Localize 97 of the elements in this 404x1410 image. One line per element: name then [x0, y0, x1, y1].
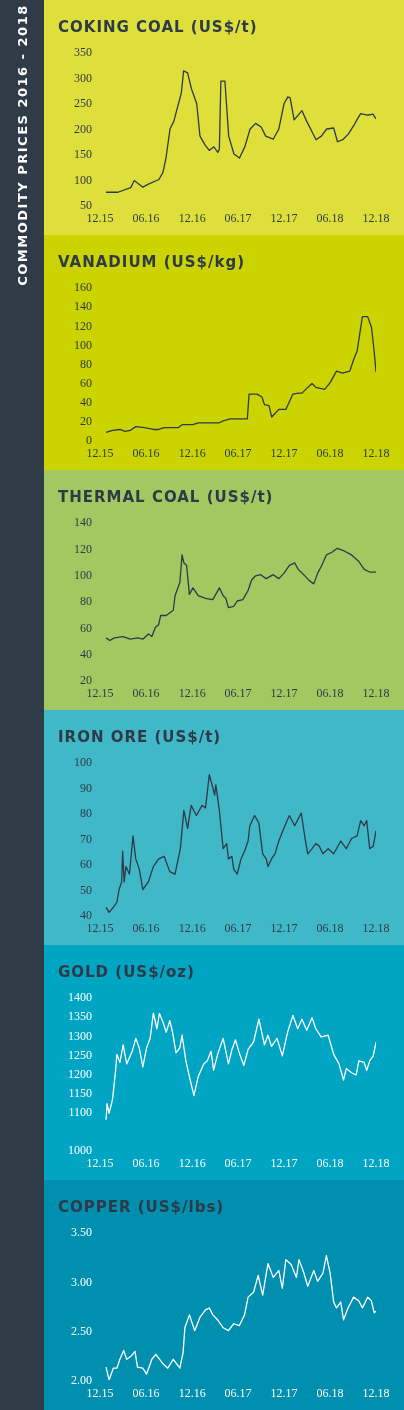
x-tick-label: 12.17 — [270, 920, 298, 935]
y-tick-label: 1200 — [68, 1066, 92, 1081]
chart-title: COKING COAL (US$/t) — [58, 18, 258, 36]
line-series — [105, 1255, 376, 1380]
x-tick-label: 12.17 — [270, 445, 298, 460]
text: COMMODITY PRICES 2016 - 2018 — [14, 4, 30, 286]
y-tick-label: 0 — [86, 433, 92, 448]
line-series — [105, 1012, 376, 1121]
line-series — [105, 70, 376, 193]
line-series — [105, 315, 376, 433]
x-tick-label: 06.16 — [132, 920, 160, 935]
x-tick-label: 12.18 — [362, 1385, 390, 1400]
x-tick-label: 06.18 — [316, 1155, 344, 1170]
y-tick-label: 1150 — [68, 1085, 92, 1100]
x-tick-label: 06.17 — [224, 445, 252, 460]
x-tick-label: 12.18 — [362, 210, 390, 225]
chart-title: GOLD (US$/oz) — [58, 963, 195, 981]
y-tick-label: 1000 — [68, 1143, 92, 1158]
x-tick-label: 12.15 — [86, 445, 114, 460]
x-tick-label: 06.18 — [316, 210, 344, 225]
x-tick-label: 06.16 — [132, 210, 160, 225]
y-tick-label: 1100 — [68, 1105, 92, 1120]
chart-title: IRON ORE (US$/t) — [58, 728, 222, 746]
y-tick-label: 90 — [80, 780, 92, 795]
x-tick-label: 12.16 — [178, 920, 206, 935]
y-tick-label: 60 — [80, 620, 92, 635]
x-tick-label: 12.16 — [178, 210, 206, 225]
x-tick-label: 12.16 — [178, 445, 206, 460]
y-tick-label: 2.50 — [71, 1323, 92, 1338]
x-tick-label: 06.17 — [224, 685, 252, 700]
x-tick-label: 06.18 — [316, 920, 344, 935]
y-tick-label: 1400 — [68, 990, 92, 1005]
x-tick-label: 12.15 — [86, 685, 114, 700]
y-tick-label: 150 — [74, 147, 92, 162]
x-tick-label: 06.16 — [132, 445, 160, 460]
x-tick-label: 06.16 — [132, 1155, 160, 1170]
y-tick-label: 60 — [80, 857, 92, 872]
x-tick-label: 06.16 — [132, 1385, 160, 1400]
y-tick-label: 250 — [74, 96, 92, 111]
y-tick-label: 100 — [74, 172, 92, 187]
y-tick-label: 100 — [74, 755, 92, 770]
x-tick-label: 06.17 — [224, 920, 252, 935]
x-tick-label: 12.15 — [86, 1155, 114, 1170]
x-tick-label: 12.18 — [362, 685, 390, 700]
y-tick-label: 40 — [80, 646, 92, 661]
y-tick-label: 3.00 — [71, 1274, 92, 1289]
y-tick-label: 20 — [80, 673, 92, 688]
y-tick-label: 140 — [74, 515, 92, 530]
x-tick-label: 12.18 — [362, 920, 390, 935]
x-tick-label: 12.17 — [270, 1155, 298, 1170]
y-tick-label: 120 — [74, 541, 92, 556]
y-tick-label: 160 — [74, 280, 92, 295]
chart-title: THERMAL COAL (US$/t) — [58, 488, 274, 506]
y-tick-label: 120 — [74, 318, 92, 333]
y-tick-label: 100 — [74, 337, 92, 352]
y-tick-label: 2.00 — [71, 1373, 92, 1388]
x-tick-label: 06.17 — [224, 1385, 252, 1400]
y-tick-label: 40 — [80, 395, 92, 410]
y-tick-label: 1250 — [68, 1047, 92, 1062]
x-tick-label: 12.16 — [178, 685, 206, 700]
y-tick-label: 3.50 — [71, 1225, 92, 1240]
y-tick-label: 50 — [80, 882, 92, 897]
y-tick-label: 350 — [74, 45, 92, 60]
y-tick-label: 80 — [80, 356, 92, 371]
x-tick-label: 12.15 — [86, 210, 114, 225]
x-tick-label: 06.17 — [224, 1155, 252, 1170]
x-tick-label: 06.18 — [316, 445, 344, 460]
x-tick-label: 12.15 — [86, 1385, 114, 1400]
y-tick-label: 50 — [80, 198, 92, 213]
x-tick-label: 06.16 — [132, 685, 160, 700]
x-tick-label: 06.18 — [316, 1385, 344, 1400]
y-tick-label: 20 — [80, 414, 92, 429]
y-tick-label: 200 — [74, 121, 92, 136]
y-tick-label: 80 — [80, 594, 92, 609]
y-tick-label: 40 — [80, 908, 92, 923]
x-tick-label: 12.18 — [362, 445, 390, 460]
x-tick-label: 12.17 — [270, 210, 298, 225]
y-tick-label: 80 — [80, 806, 92, 821]
x-tick-label: 12.17 — [270, 1385, 298, 1400]
x-tick-label: 12.15 — [86, 920, 114, 935]
chart-title: COPPER (US$/lbs) — [58, 1198, 225, 1216]
y-tick-label: 60 — [80, 375, 92, 390]
y-tick-label: 300 — [74, 70, 92, 85]
line-series — [105, 774, 376, 914]
y-tick-label: 1350 — [68, 1009, 92, 1024]
x-tick-label: 12.16 — [178, 1385, 206, 1400]
y-tick-label: 1300 — [68, 1028, 92, 1043]
chart-title: VANADIUM (US$/kg) — [58, 253, 246, 271]
y-tick-label: 70 — [80, 831, 92, 846]
y-tick-label: 100 — [74, 567, 92, 582]
x-tick-label: 12.17 — [270, 685, 298, 700]
y-tick-label: 140 — [74, 299, 92, 314]
x-tick-label: 06.17 — [224, 210, 252, 225]
line-series — [105, 547, 376, 642]
x-tick-label: 06.18 — [316, 685, 344, 700]
x-tick-label: 12.18 — [362, 1155, 390, 1170]
x-tick-label: 12.16 — [178, 1155, 206, 1170]
